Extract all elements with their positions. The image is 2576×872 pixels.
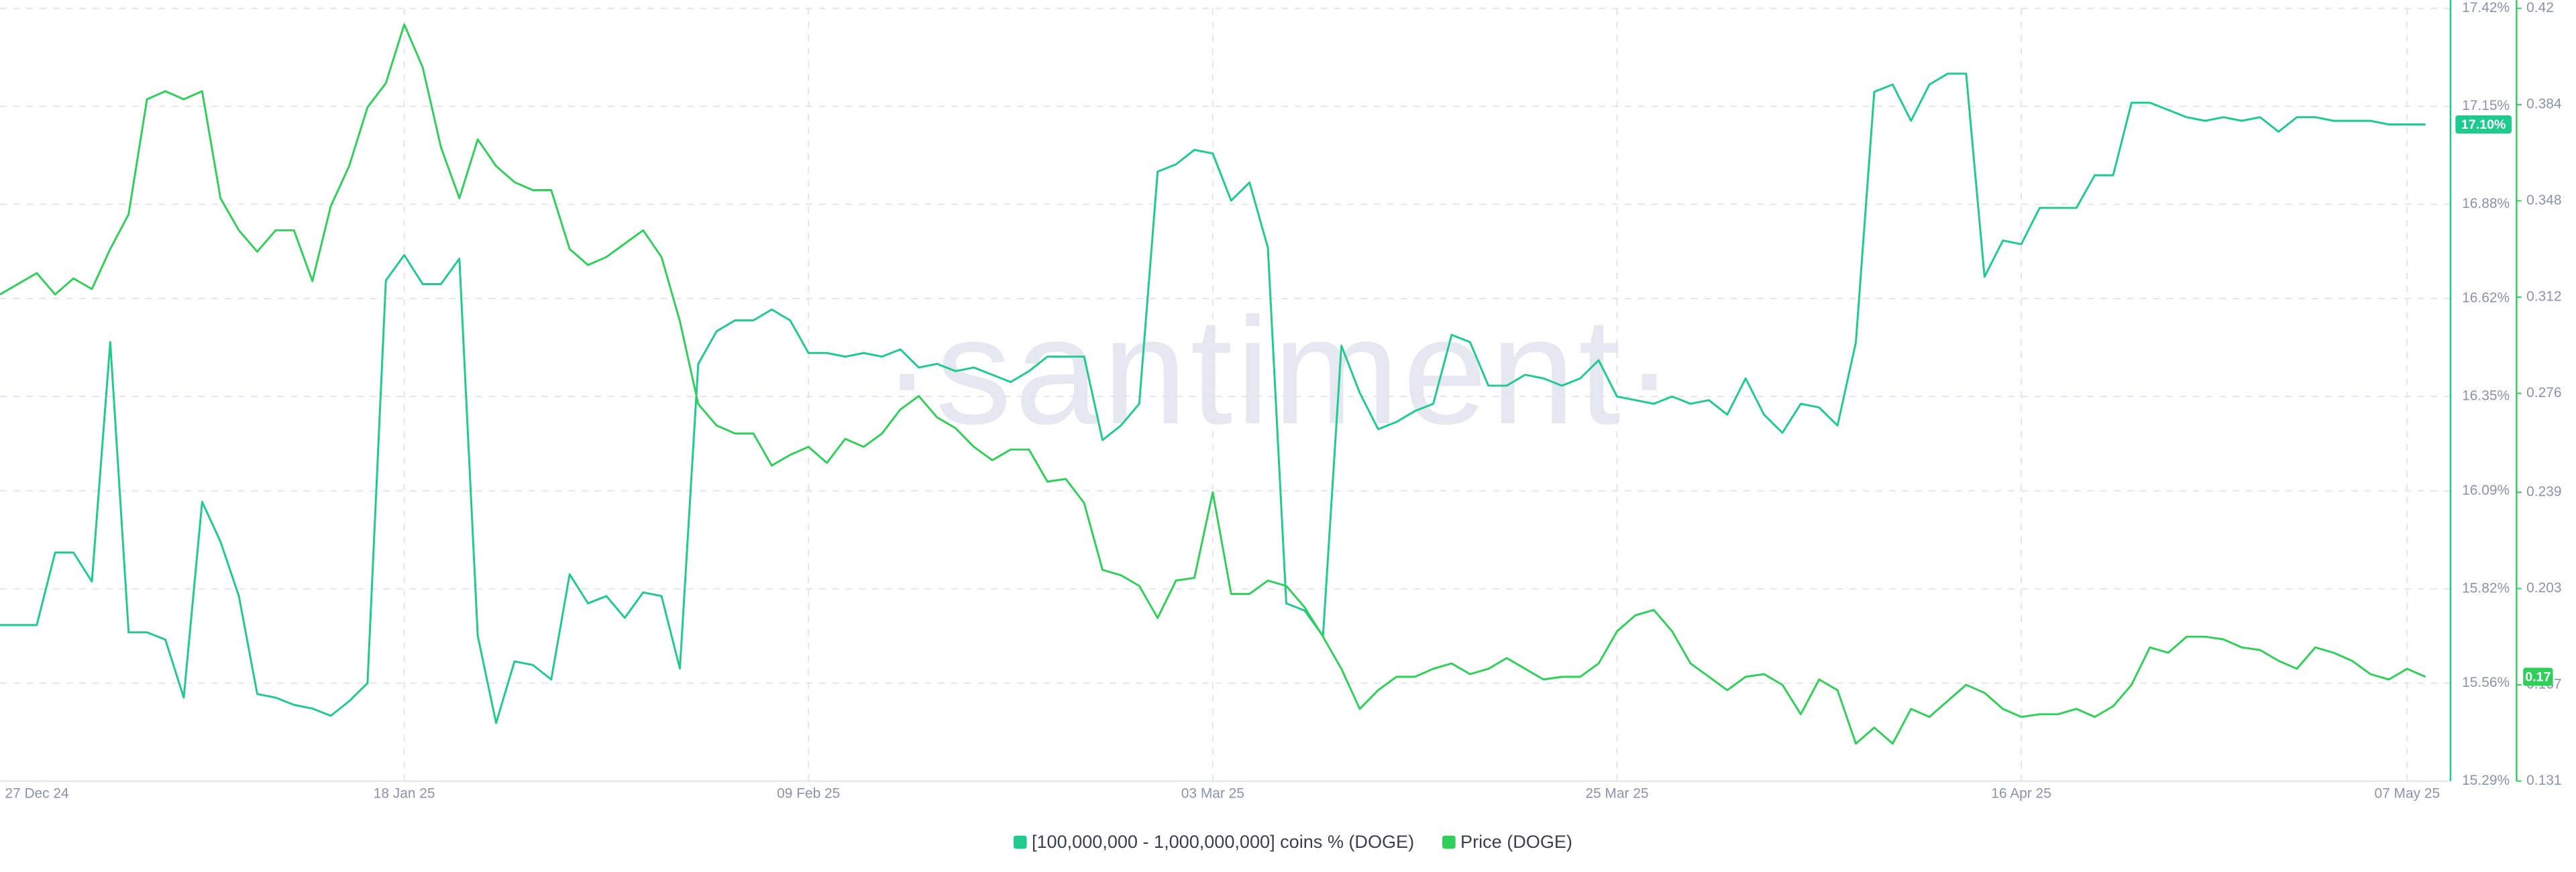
legend-label: [100,000,000 - 1,000,000,000] coins % (D… xyxy=(1032,831,1414,852)
series-line xyxy=(0,72,2426,724)
x-tick-label: 25 Mar 25 xyxy=(1585,786,1648,802)
y-tick-label: 16.88% xyxy=(2462,196,2510,211)
y2-tick-label: 0.239 xyxy=(2526,484,2561,499)
y2-tick-label: 0.131 xyxy=(2526,773,2561,788)
watermark: ·santiment· xyxy=(881,286,1678,455)
x-tick-label: 16 Apr 25 xyxy=(1991,786,2051,802)
end-label: 17.10% xyxy=(2461,117,2506,132)
x-tick-label: 09 Feb 25 xyxy=(777,786,840,802)
end-label: 0.17 xyxy=(2525,669,2551,684)
x-tick-label: 03 Mar 25 xyxy=(1181,786,1244,802)
legend-label: Price (DOGE) xyxy=(1460,831,1572,852)
y2-tick-label: 0.276 xyxy=(2526,385,2561,400)
y2-tick-label: 0.42 xyxy=(2526,0,2554,15)
x-tick-label: 07 May 25 xyxy=(2374,786,2440,802)
y-tick-label: 16.35% xyxy=(2462,388,2510,404)
legend-swatch xyxy=(1013,835,1027,849)
y2-tick-label: 0.384 xyxy=(2526,96,2562,111)
series-line xyxy=(0,23,2426,745)
y-tick-label: 16.09% xyxy=(2462,482,2510,498)
y-tick-label: 15.56% xyxy=(2462,675,2510,690)
legend: [100,000,000 - 1,000,000,000] coins % (D… xyxy=(1013,831,1572,852)
y-tick-label: 15.29% xyxy=(2462,773,2510,788)
y-tick-label: 17.42% xyxy=(2462,0,2510,15)
y-tick-label: 15.82% xyxy=(2462,580,2510,596)
end-label-bg xyxy=(2523,667,2553,686)
y-tick-label: 16.62% xyxy=(2462,290,2510,306)
end-label-bg xyxy=(2455,115,2512,134)
y-tick-label: 17.15% xyxy=(2462,98,2510,113)
x-tick-label: 18 Jan 25 xyxy=(374,786,435,802)
x-tick-label: 27 Dec 24 xyxy=(5,786,69,802)
y2-tick-label: 0.312 xyxy=(2526,288,2561,304)
y2-tick-label: 0.348 xyxy=(2526,193,2561,208)
legend-swatch xyxy=(1442,835,1456,849)
y2-tick-label: 0.203 xyxy=(2526,580,2561,596)
